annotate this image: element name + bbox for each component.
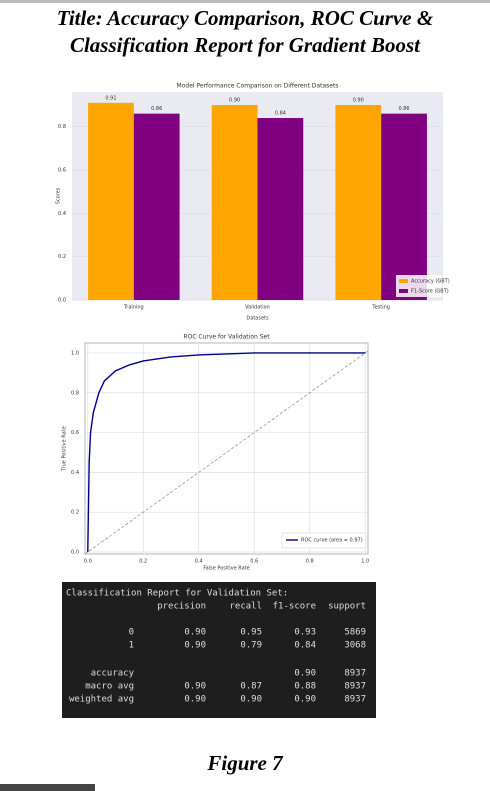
report-cell: weighted avg bbox=[69, 695, 134, 705]
title: Classification Report for Gradient Boost bbox=[70, 33, 421, 57]
report-cell: 0.87 bbox=[240, 682, 262, 692]
bar bbox=[133, 113, 180, 301]
y-tick-label: 0.0 bbox=[71, 550, 79, 556]
x-tick-label: 0.2 bbox=[139, 559, 147, 565]
y-tick-label: 0.2 bbox=[58, 254, 66, 260]
legend-label: ROC curve (area = 0.97) bbox=[301, 538, 363, 544]
legend-swatch bbox=[399, 289, 408, 293]
y-tick-label: 0.8 bbox=[58, 124, 66, 130]
report-box bbox=[62, 582, 376, 718]
chart-title: Model Performance Comparison on Differen… bbox=[177, 83, 339, 90]
y-tick-label: 1.0 bbox=[71, 350, 79, 356]
report-cell: 0.88 bbox=[294, 682, 316, 692]
value-label: 0.91 bbox=[105, 95, 116, 101]
x-tick-label: 0.4 bbox=[195, 559, 203, 565]
y-tick-label: 0.8 bbox=[71, 390, 79, 396]
report-cell: macro avg bbox=[85, 682, 134, 692]
value-label: 0.86 bbox=[398, 106, 409, 112]
y-axis-label: True Positive Rate bbox=[62, 426, 68, 472]
roc-line bbox=[87, 352, 366, 553]
chart-title: ROC Curve for Validation Set bbox=[183, 334, 270, 341]
x-tick-label: 0.8 bbox=[306, 559, 314, 565]
report-header: f1-score bbox=[273, 602, 316, 612]
report-header: recall bbox=[229, 602, 262, 612]
report-cell: 8937 bbox=[344, 695, 366, 705]
caption: Figure 7 bbox=[206, 751, 284, 775]
bar bbox=[211, 105, 258, 300]
x-tick-label: Training bbox=[123, 305, 144, 311]
bar bbox=[257, 118, 304, 300]
report-cell: 5869 bbox=[344, 628, 366, 638]
x-tick-label: Testing bbox=[371, 305, 390, 311]
legend-label: F1-Score (GBT) bbox=[411, 289, 449, 295]
legend-swatch bbox=[399, 279, 408, 283]
y-tick-label: 0.4 bbox=[71, 470, 79, 476]
value-label: 0.84 bbox=[275, 111, 286, 117]
legend-box bbox=[281, 532, 367, 549]
report-cell: 0 bbox=[129, 628, 134, 638]
x-tick-label: 0.6 bbox=[250, 559, 258, 565]
report-cell: 1 bbox=[129, 641, 134, 651]
report-cell: 3068 bbox=[344, 641, 366, 651]
report-cell: 8937 bbox=[344, 682, 366, 692]
report-cell: 0.90 bbox=[184, 682, 206, 692]
value-label: 0.90 bbox=[229, 98, 240, 104]
plot-bg bbox=[84, 342, 369, 555]
y-axis-label: Scores bbox=[56, 187, 62, 204]
x-tick-label: 0.0 bbox=[84, 559, 92, 565]
report-cell: 0.90 bbox=[184, 695, 206, 705]
y-tick-label: 0.6 bbox=[71, 430, 79, 436]
report-cell: accuracy bbox=[91, 669, 135, 679]
bar bbox=[381, 113, 427, 301]
top-edge bbox=[0, 0, 490, 3]
legend-label: Accuracy (GBT) bbox=[411, 279, 450, 285]
bar bbox=[335, 105, 382, 300]
report-cell: 8937 bbox=[344, 669, 366, 679]
value-label: 0.90 bbox=[353, 98, 364, 104]
report-cell: 0.90 bbox=[240, 695, 262, 705]
report-cell: 0.90 bbox=[294, 695, 316, 705]
report-header: support bbox=[328, 602, 366, 612]
title: Title: Accuracy Comparison, ROC Curve & bbox=[57, 6, 434, 30]
x-axis-label: Datasets bbox=[246, 316, 269, 322]
report-cell: 0.90 bbox=[184, 641, 206, 651]
x-axis-label: False Positive Rate bbox=[203, 566, 249, 572]
report-cell: 0.90 bbox=[184, 628, 206, 638]
report-cell: 0.95 bbox=[240, 628, 262, 638]
report-header: precision bbox=[157, 602, 206, 612]
report-cell: 0.79 bbox=[240, 641, 262, 651]
diagonal bbox=[84, 350, 369, 555]
y-tick-label: 0.4 bbox=[58, 211, 66, 217]
report-cell: 0.90 bbox=[294, 669, 316, 679]
value-label: 0.86 bbox=[151, 106, 162, 112]
y-tick-label: 0.6 bbox=[58, 168, 66, 174]
report-cell: 0.93 bbox=[294, 628, 316, 638]
bar bbox=[88, 102, 134, 300]
x-tick-label: Validation bbox=[245, 305, 270, 311]
y-tick-label: 0.2 bbox=[71, 510, 79, 516]
y-tick-label: 0.0 bbox=[58, 298, 66, 304]
report-title: Classification Report for Validation Set… bbox=[66, 589, 288, 599]
report-cell: 0.84 bbox=[294, 641, 316, 651]
x-tick-label: 1.0 bbox=[361, 559, 369, 565]
bottom-block bbox=[0, 784, 95, 791]
